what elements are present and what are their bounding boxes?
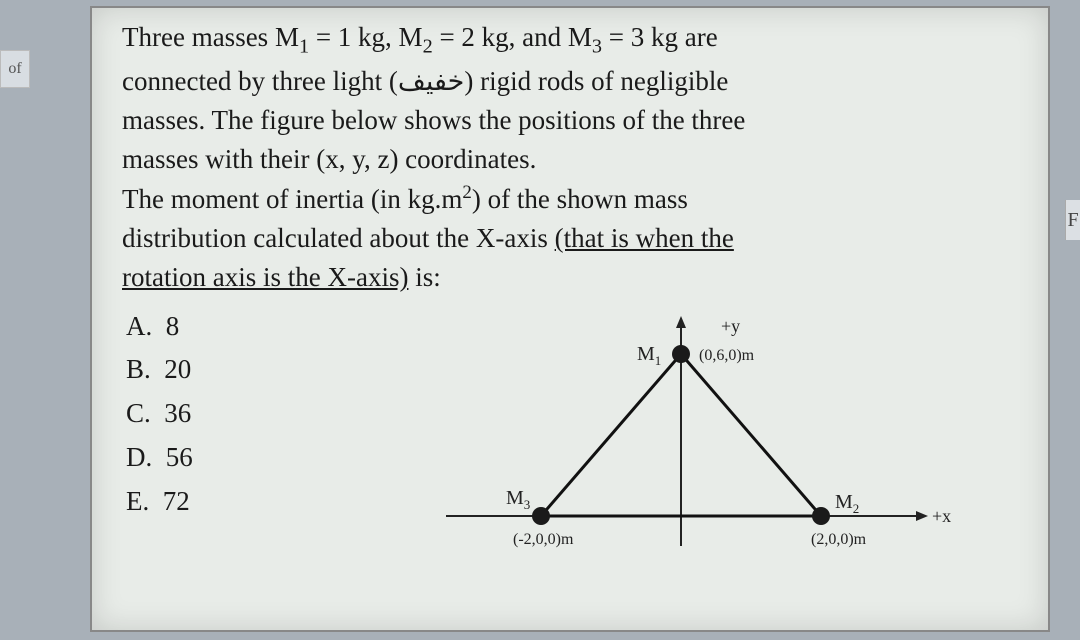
option-c[interactable]: C. 36 [126, 393, 406, 435]
q-under: rotation axis is the X-axis) [122, 262, 408, 292]
right-edge-stub: F [1065, 200, 1080, 240]
svg-text:(2,0,0)m: (2,0,0)m [811, 531, 867, 548]
q-sub: 2 [423, 35, 433, 57]
q-text: = 1 kg, M [309, 22, 422, 52]
option-e[interactable]: E. 72 [126, 481, 406, 523]
option-letter: D. [126, 442, 152, 472]
q-text: ) rigid rods of negligible [464, 66, 728, 96]
option-value: 56 [166, 442, 193, 472]
q-text: masses with their (x, y, z) coordinates. [122, 144, 536, 174]
option-letter: A. [126, 311, 152, 341]
q-text: ) of the shown mass [472, 184, 688, 214]
option-b[interactable]: B. 20 [126, 349, 406, 391]
option-value: 72 [163, 486, 190, 516]
q-sub: 1 [299, 35, 309, 57]
q-text: connected by three light ( [122, 66, 398, 96]
svg-text:M1: M1 [637, 343, 661, 368]
q-sub: 3 [592, 35, 602, 57]
q-arabic: خفيف [398, 66, 464, 96]
physics-diagram: +y +x M1 (0,6,0)m M3 (-2,0,0)m M2 (2,0,0)m [406, 306, 966, 566]
option-a[interactable]: A. 8 [126, 306, 406, 348]
svg-text:(0,6,0)m: (0,6,0)m [699, 347, 755, 364]
q-under: (that is when the [555, 223, 734, 253]
option-letter: B. [126, 354, 151, 384]
svg-text:+y: +y [721, 316, 740, 336]
q-text: is: [408, 262, 440, 292]
svg-text:M3: M3 [506, 487, 530, 512]
q-text: masses. The figure below shows the posit… [122, 105, 745, 135]
q-text: The moment of inertia (in kg.m [122, 184, 462, 214]
q-text: distribution calculated about the X-axis [122, 223, 555, 253]
option-letter: C. [126, 398, 151, 428]
q-text: Three masses M [122, 22, 299, 52]
option-value: 20 [164, 354, 191, 384]
svg-text:M2: M2 [835, 491, 859, 516]
diagram-container: +y +x M1 (0,6,0)m M3 (-2,0,0)m M2 (2,0,0)m [406, 306, 1018, 571]
q-text: = 2 kg, and M [433, 22, 592, 52]
q-sup: 2 [462, 182, 471, 203]
svg-text:(-2,0,0)m: (-2,0,0)m [513, 531, 574, 548]
svg-text:+x: +x [932, 506, 951, 526]
option-letter: E. [126, 486, 149, 516]
option-d[interactable]: D. 56 [126, 437, 406, 479]
left-nav-tab: of [0, 50, 30, 88]
option-value: 36 [164, 398, 191, 428]
options-list: A. 8 B. 20 C. 36 D. 56 E. 72 [122, 306, 406, 571]
question-body: Three masses M1 = 1 kg, M2 = 2 kg, and M… [122, 18, 1018, 298]
q-text: = 3 kg are [602, 22, 718, 52]
option-value: 8 [166, 311, 180, 341]
question-page: Three masses M1 = 1 kg, M2 = 2 kg, and M… [90, 6, 1050, 632]
answer-diagram-row: A. 8 B. 20 C. 36 D. 56 E. 72 +y +x M1 (0,6,… [122, 306, 1018, 571]
